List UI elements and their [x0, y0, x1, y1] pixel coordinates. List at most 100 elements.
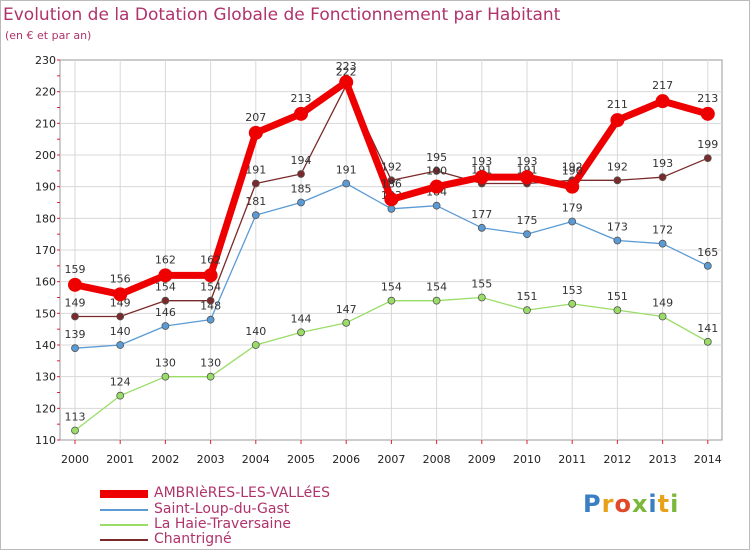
data-label: 146 — [155, 306, 176, 319]
data-point — [610, 113, 625, 128]
data-point — [613, 306, 622, 315]
data-point — [71, 312, 79, 321]
data-point — [116, 312, 125, 321]
data-label: 192 — [381, 160, 402, 173]
data-point — [565, 179, 580, 194]
x-tick-label: 2006 — [332, 453, 360, 466]
y-tick-label: 150 — [35, 307, 56, 320]
data-point — [342, 179, 351, 188]
data-label: 193 — [471, 155, 492, 168]
data-label: 191 — [336, 164, 357, 177]
y-tick-label: 210 — [35, 117, 56, 130]
data-point — [113, 287, 128, 302]
legend-swatch — [100, 490, 148, 498]
data-point — [520, 170, 534, 185]
legend-label: Chantrigné — [154, 531, 232, 547]
data-point — [658, 173, 667, 182]
data-point — [474, 170, 489, 185]
data-label: 162 — [200, 253, 221, 266]
data-label: 192 — [607, 160, 628, 173]
data-label: 130 — [155, 357, 176, 370]
data-point — [568, 299, 577, 308]
data-label: 213 — [697, 92, 718, 105]
data-label: 147 — [336, 303, 357, 316]
data-point — [251, 341, 260, 349]
data-label: 140 — [110, 325, 131, 338]
x-tick-label: 2004 — [242, 453, 270, 466]
data-label: 113 — [65, 411, 86, 424]
legend-label: Saint-Loup-du-Gast — [154, 501, 290, 517]
x-tick-label: 2009 — [468, 453, 496, 466]
data-point — [203, 268, 218, 283]
x-tick-label: 2011 — [558, 453, 586, 466]
data-point — [523, 230, 531, 239]
y-tick-label: 110 — [35, 434, 56, 447]
data-point — [700, 106, 715, 121]
data-point — [432, 201, 441, 210]
data-label: 172 — [652, 224, 673, 237]
logo-letter: t — [657, 490, 671, 518]
data-point — [71, 344, 79, 353]
logo-letter: i — [648, 490, 658, 518]
data-point — [206, 372, 215, 381]
data-point — [477, 223, 486, 232]
data-label: 141 — [697, 322, 718, 335]
data-label: 193 — [517, 155, 538, 168]
data-point — [613, 236, 622, 245]
data-label: 130 — [200, 357, 221, 370]
data-label: 192 — [562, 160, 583, 173]
data-label: 185 — [291, 183, 312, 196]
x-tick-label: 2010 — [513, 453, 541, 466]
data-point — [703, 337, 712, 346]
data-label: 154 — [155, 281, 176, 294]
y-tick-label: 170 — [35, 244, 56, 257]
data-point — [297, 170, 305, 178]
data-point — [523, 306, 531, 315]
data-label: 149 — [110, 297, 131, 310]
data-point — [251, 179, 260, 188]
data-point — [613, 176, 622, 185]
data-point — [161, 296, 170, 305]
data-label: 159 — [65, 263, 86, 276]
data-label: 191 — [245, 164, 266, 177]
data-point — [206, 315, 215, 324]
data-point — [387, 176, 396, 185]
data-label: 190 — [426, 165, 447, 178]
x-tick-label: 2000 — [61, 453, 89, 466]
y-tick-label: 160 — [35, 276, 56, 289]
y-tick-label: 140 — [35, 339, 56, 352]
data-label: 223 — [336, 60, 357, 73]
y-tick-label: 220 — [35, 86, 56, 99]
data-label: 222 — [336, 65, 357, 78]
data-point — [342, 318, 351, 327]
data-point — [703, 261, 712, 270]
data-point — [297, 328, 305, 337]
data-label: 149 — [652, 297, 673, 310]
data-point — [251, 211, 260, 220]
data-point — [161, 322, 170, 330]
data-label: 154 — [200, 281, 221, 294]
y-tick-label: 180 — [35, 212, 56, 225]
x-tick-label: 2007 — [377, 453, 405, 466]
data-label: 139 — [65, 328, 86, 341]
data-label: 179 — [562, 202, 583, 215]
data-label: 148 — [200, 300, 221, 313]
data-point — [655, 94, 670, 109]
data-point — [71, 426, 79, 435]
y-tick-label: 200 — [35, 149, 56, 162]
data-point — [387, 204, 396, 213]
data-label: 199 — [697, 138, 718, 151]
data-label: 154 — [381, 281, 402, 294]
data-label: 193 — [652, 157, 673, 170]
logo-letter: i — [670, 490, 680, 518]
data-label: 211 — [607, 98, 628, 111]
data-point — [658, 312, 667, 321]
x-tick-label: 2013 — [649, 453, 677, 466]
data-label: 140 — [245, 325, 266, 338]
data-label: 213 — [291, 92, 312, 105]
data-label: 154 — [426, 281, 447, 294]
data-point — [429, 179, 444, 194]
data-point — [248, 125, 263, 140]
data-point — [206, 296, 215, 305]
data-label: 151 — [607, 290, 628, 303]
